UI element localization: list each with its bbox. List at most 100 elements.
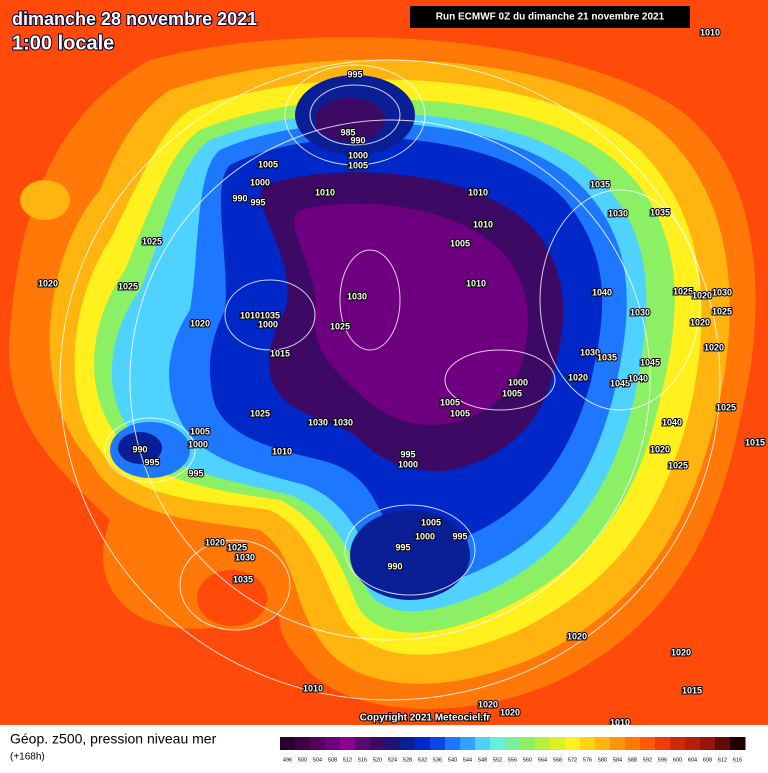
isobar-label: 1010 bbox=[466, 278, 486, 288]
colorbar-swatch bbox=[430, 737, 446, 750]
colorbar-swatch bbox=[550, 737, 566, 750]
colorbar-swatch bbox=[385, 737, 401, 750]
isobar-label: 1020 bbox=[692, 290, 712, 300]
colorbar-label: 596 bbox=[658, 757, 667, 763]
isobar-label: 1030 bbox=[608, 208, 628, 218]
colorbar-swatch bbox=[730, 737, 746, 750]
isobar-label: 1030 bbox=[630, 307, 650, 317]
colorbar: 496 500 504 508 512 516 520 524 528 532 536 540 544 5… bbox=[280, 737, 746, 763]
isobar-label: 990 bbox=[232, 193, 247, 203]
isobar-label: 1020 bbox=[500, 707, 520, 717]
colorbar-swatch bbox=[595, 737, 611, 750]
colorbar-swatch bbox=[715, 737, 731, 750]
colorbar-label: 500 bbox=[298, 757, 307, 763]
colorbar-label: 512 bbox=[343, 757, 352, 763]
isobar-label: 1025 bbox=[142, 236, 162, 246]
colorbar-label: 572 bbox=[568, 757, 577, 763]
isobar-label: 1000 bbox=[398, 459, 418, 469]
colorbar-swatch bbox=[640, 737, 656, 750]
isobar-label: 1030 bbox=[712, 287, 732, 297]
run-info: Run ECMWF 0Z du dimanche 21 novembre 202… bbox=[436, 12, 665, 23]
isobar-label: 990 bbox=[387, 561, 402, 571]
isobar-label: 1005 bbox=[502, 388, 522, 398]
isobar-label: 1030 bbox=[347, 291, 367, 301]
colorbar-swatch bbox=[310, 737, 326, 750]
isobar-label: 1005 bbox=[258, 159, 278, 169]
colorbar-label: 520 bbox=[373, 757, 382, 763]
isobar-label: 1000 bbox=[508, 377, 528, 387]
isobar-label: 1035 bbox=[597, 352, 617, 362]
isobar-label: 1005 bbox=[190, 426, 210, 436]
colorbar-swatch bbox=[520, 737, 536, 750]
colorbar-swatch bbox=[670, 737, 686, 750]
colorbar-label: 608 bbox=[703, 757, 712, 763]
colorbar-swatch bbox=[535, 737, 551, 750]
isobar-label: 1020 bbox=[38, 278, 58, 288]
isobar-label: 995 bbox=[452, 531, 467, 541]
colorbar-label: 568 bbox=[553, 757, 562, 763]
colorbar-swatch bbox=[700, 737, 716, 750]
colorbar-label: 528 bbox=[403, 757, 412, 763]
isobar-label: 990 bbox=[132, 444, 147, 454]
colorbar-swatch bbox=[325, 737, 341, 750]
colorbar-label: 600 bbox=[673, 757, 682, 763]
isobar-label: 1025 bbox=[716, 402, 736, 412]
isobars bbox=[59, 59, 721, 701]
isobar-label: 1020 bbox=[690, 317, 710, 327]
lead-time: (+168h) bbox=[10, 752, 45, 763]
isobar-label: 1030 bbox=[235, 552, 255, 562]
date: dimanche 28 novembre 2021 bbox=[12, 9, 257, 29]
isobar-label: 1025 bbox=[250, 408, 270, 418]
colorbar-swatch bbox=[625, 737, 641, 750]
isobar-label: 1005 bbox=[450, 408, 470, 418]
isobar-label: 995 bbox=[347, 69, 362, 79]
local-time: 1:00 locale bbox=[12, 32, 114, 54]
colorbar-swatch bbox=[490, 737, 506, 750]
colorbar-label: 604 bbox=[688, 757, 697, 763]
isobar-label: 1005 bbox=[348, 160, 368, 170]
copyright: Copyright 2021 Meteociel.fr bbox=[360, 713, 491, 724]
colorbar-label: 532 bbox=[418, 757, 427, 763]
isobar-label: 1010 bbox=[272, 446, 292, 456]
colorbar-swatch bbox=[355, 737, 371, 750]
colorbar-swatch bbox=[280, 737, 296, 750]
isobar-label: 995 bbox=[250, 197, 265, 207]
isobar-label: 1005 bbox=[440, 397, 460, 407]
isobar-label: 1020 bbox=[190, 318, 210, 328]
isobar-label: 1020 bbox=[567, 631, 587, 641]
isobar-label: 1025 bbox=[712, 306, 732, 316]
isobar-label: 1025 bbox=[227, 542, 247, 552]
run-box bbox=[410, 6, 690, 28]
colorbar-label: 496 bbox=[283, 757, 292, 763]
isobar-label: 1035 bbox=[650, 207, 670, 217]
isobar-label: 1035 bbox=[233, 574, 253, 584]
isobar-label: 1010 bbox=[315, 187, 335, 197]
colorbar-swatch bbox=[445, 737, 461, 750]
isobar-label: 1000 bbox=[258, 319, 278, 329]
isobar-label: 995 bbox=[188, 468, 203, 478]
colorbar-swatch bbox=[400, 737, 416, 750]
isobar-label: 1010 bbox=[468, 187, 488, 197]
isobar-label: 1010 bbox=[473, 219, 493, 229]
isobar-label: 1005 bbox=[421, 517, 441, 527]
colorbar-swatch bbox=[610, 737, 626, 750]
geopotential-field bbox=[8, 37, 756, 709]
colorbar-label: 576 bbox=[583, 757, 592, 763]
isobar-label: 1000 bbox=[415, 531, 435, 541]
isobar-label: 1030 bbox=[333, 417, 353, 427]
isobar-label: 1020 bbox=[205, 537, 225, 547]
colorbar-swatch bbox=[295, 737, 311, 750]
isobar-label: 1030 bbox=[580, 347, 600, 357]
colorbar-swatch bbox=[655, 737, 671, 750]
isobar-label: 1015 bbox=[682, 685, 702, 695]
colorbar-label: 612 bbox=[718, 757, 727, 763]
colorbar-label: 588 bbox=[628, 757, 637, 763]
isobar-label: 1020 bbox=[650, 444, 670, 454]
field-name: Géop. z500, pression niveau mer bbox=[10, 731, 217, 747]
colorbar-label: 516 bbox=[358, 757, 367, 763]
isobar-label: 1025 bbox=[668, 460, 688, 470]
isobar-label: 1040 bbox=[628, 373, 648, 383]
colorbar-label: 544 bbox=[463, 757, 472, 763]
colorbar-label: 504 bbox=[313, 757, 322, 763]
isobar-label: 1025 bbox=[673, 286, 693, 296]
